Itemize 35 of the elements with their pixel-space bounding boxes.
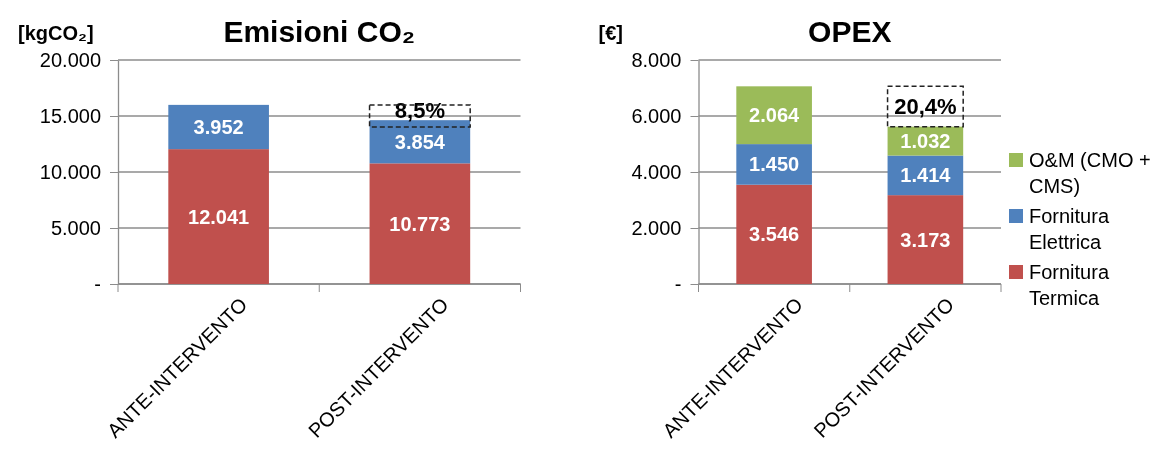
bar: [168, 149, 269, 284]
data-label: 1.032: [900, 130, 951, 153]
bar: [369, 163, 471, 284]
y-tick-label: 6.000: [631, 104, 682, 127]
bar: [736, 86, 812, 145]
bar: [887, 195, 964, 284]
data-label: 2.064: [749, 104, 801, 127]
y-tick-label: 2.000: [631, 216, 682, 239]
y-axis-title: [kgCO₂]: [18, 22, 94, 44]
legend-label: Fornitura Elettrica: [1029, 205, 1110, 253]
data-label: 3.952: [193, 116, 244, 139]
y-tick-label: 8.000: [631, 48, 682, 71]
y-tick-label: 4.000: [631, 160, 682, 183]
data-label: 3.173: [900, 228, 951, 251]
y-tick-label: 15.000: [39, 104, 101, 127]
data-label: 10.773: [389, 212, 451, 235]
y-tick-label: 20.000: [39, 48, 101, 71]
legend-label: O&M (CMO + CMS): [1029, 149, 1151, 197]
data-label: 3.546: [749, 223, 800, 246]
legend-label: Fornitura Termica: [1029, 261, 1110, 309]
bar: [168, 104, 269, 150]
data-label: 1.414: [900, 164, 952, 187]
data-label: 1.450: [749, 153, 800, 176]
chart-title: Emisioni CO₂: [223, 15, 416, 48]
y-tick-label: 10.000: [39, 160, 101, 183]
chart-title: OPEX: [808, 15, 892, 48]
data-label: 12.041: [188, 205, 250, 228]
y-tick-label: 5.000: [50, 216, 101, 239]
y-tick-label: -: [674, 272, 682, 295]
annotation: 8,5%: [394, 97, 445, 123]
annotation: 20,4%: [894, 94, 957, 120]
data-label: 3.854: [394, 130, 446, 153]
y-axis-title: [€]: [598, 22, 623, 44]
bar: [736, 184, 812, 284]
y-tick-label: -: [94, 272, 101, 295]
